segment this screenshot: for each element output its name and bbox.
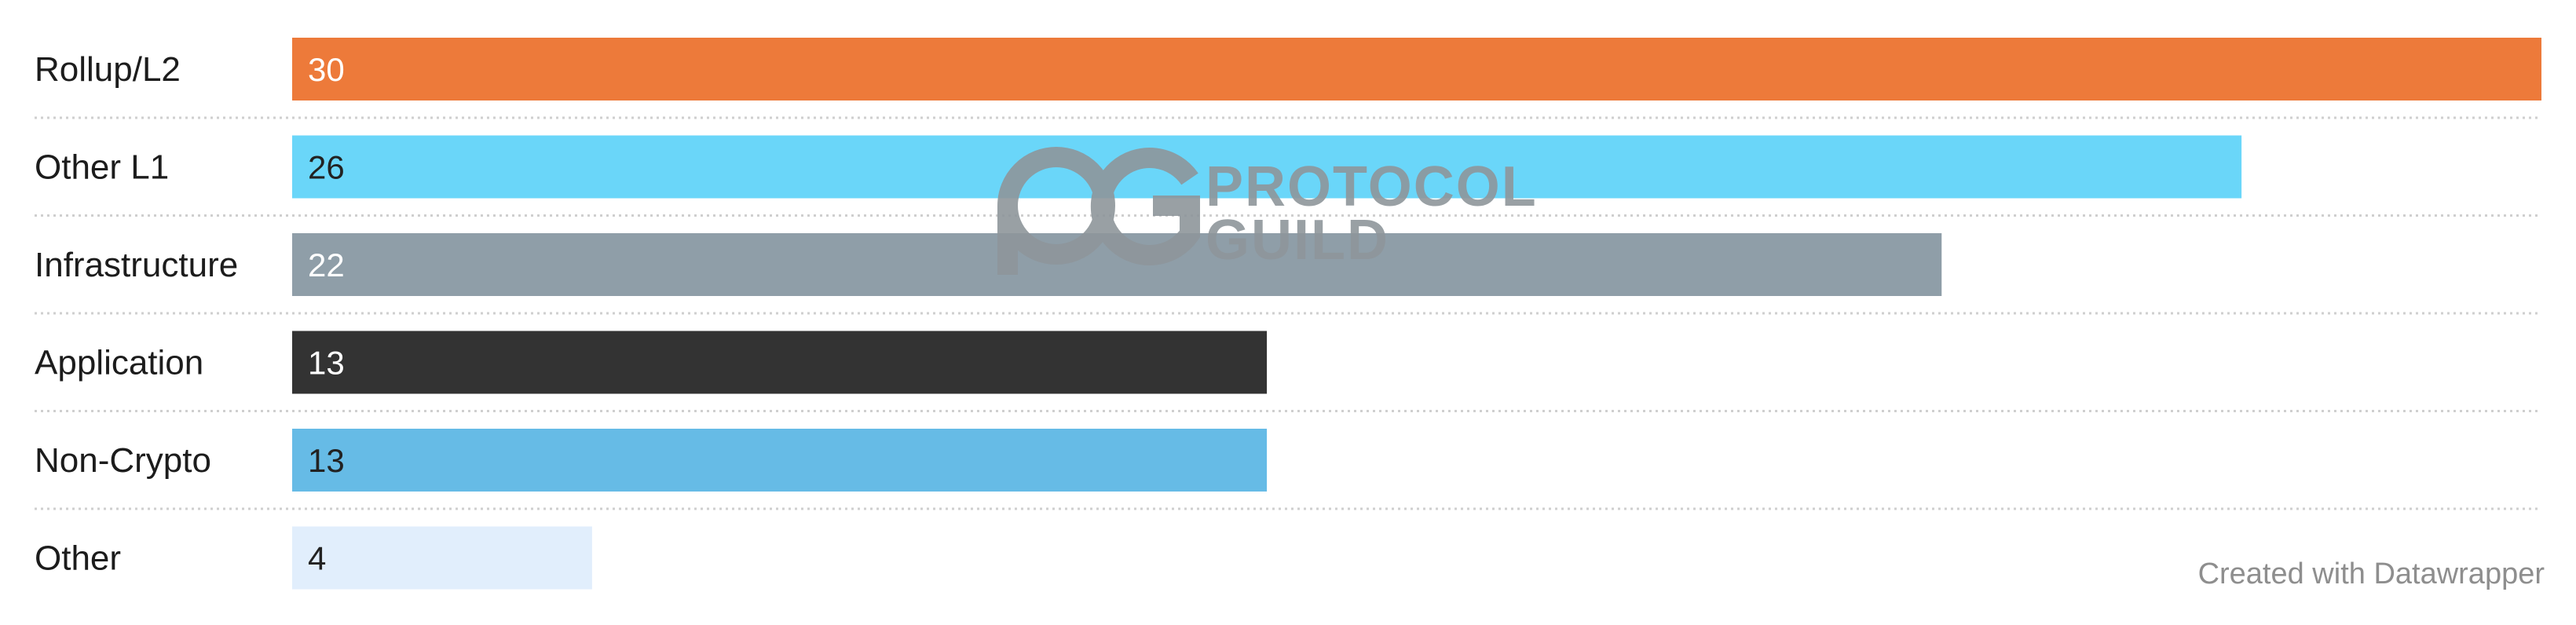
category-label: Other <box>35 539 121 578</box>
category-label: Non-Crypto <box>35 441 211 480</box>
watermark-line-1: PROTOCOL <box>1206 155 1538 218</box>
chart-rows: Rollup/L2 30 Other L1 26 Infrastructure 22 App… <box>35 38 2541 590</box>
bar-value-label: 30 <box>308 51 345 88</box>
bar-value-label: 22 <box>308 247 345 283</box>
bar[interactable] <box>292 331 1268 394</box>
category-label: Application <box>35 344 203 382</box>
datawrapper-credit[interactable]: Created with Datawrapper <box>2197 557 2545 590</box>
protocol-guild-logo-icon <box>997 147 1200 275</box>
bar-value-label: 4 <box>308 540 326 577</box>
bar[interactable] <box>292 38 2541 101</box>
bar-value-label: 26 <box>308 149 345 186</box>
category-label: Infrastructure <box>35 246 238 284</box>
bar[interactable] <box>292 135 2242 199</box>
protocol-guild-watermark: PROTOCOL GUILD <box>997 147 1538 275</box>
bar-value-label: 13 <box>308 442 345 479</box>
category-label: Rollup/L2 <box>35 50 181 89</box>
bar[interactable] <box>292 526 592 590</box>
bar-value-label: 13 <box>308 345 345 382</box>
watermark-line-2: GUILD <box>1206 209 1389 272</box>
category-label: Other L1 <box>35 148 169 187</box>
bar[interactable] <box>292 429 1268 492</box>
